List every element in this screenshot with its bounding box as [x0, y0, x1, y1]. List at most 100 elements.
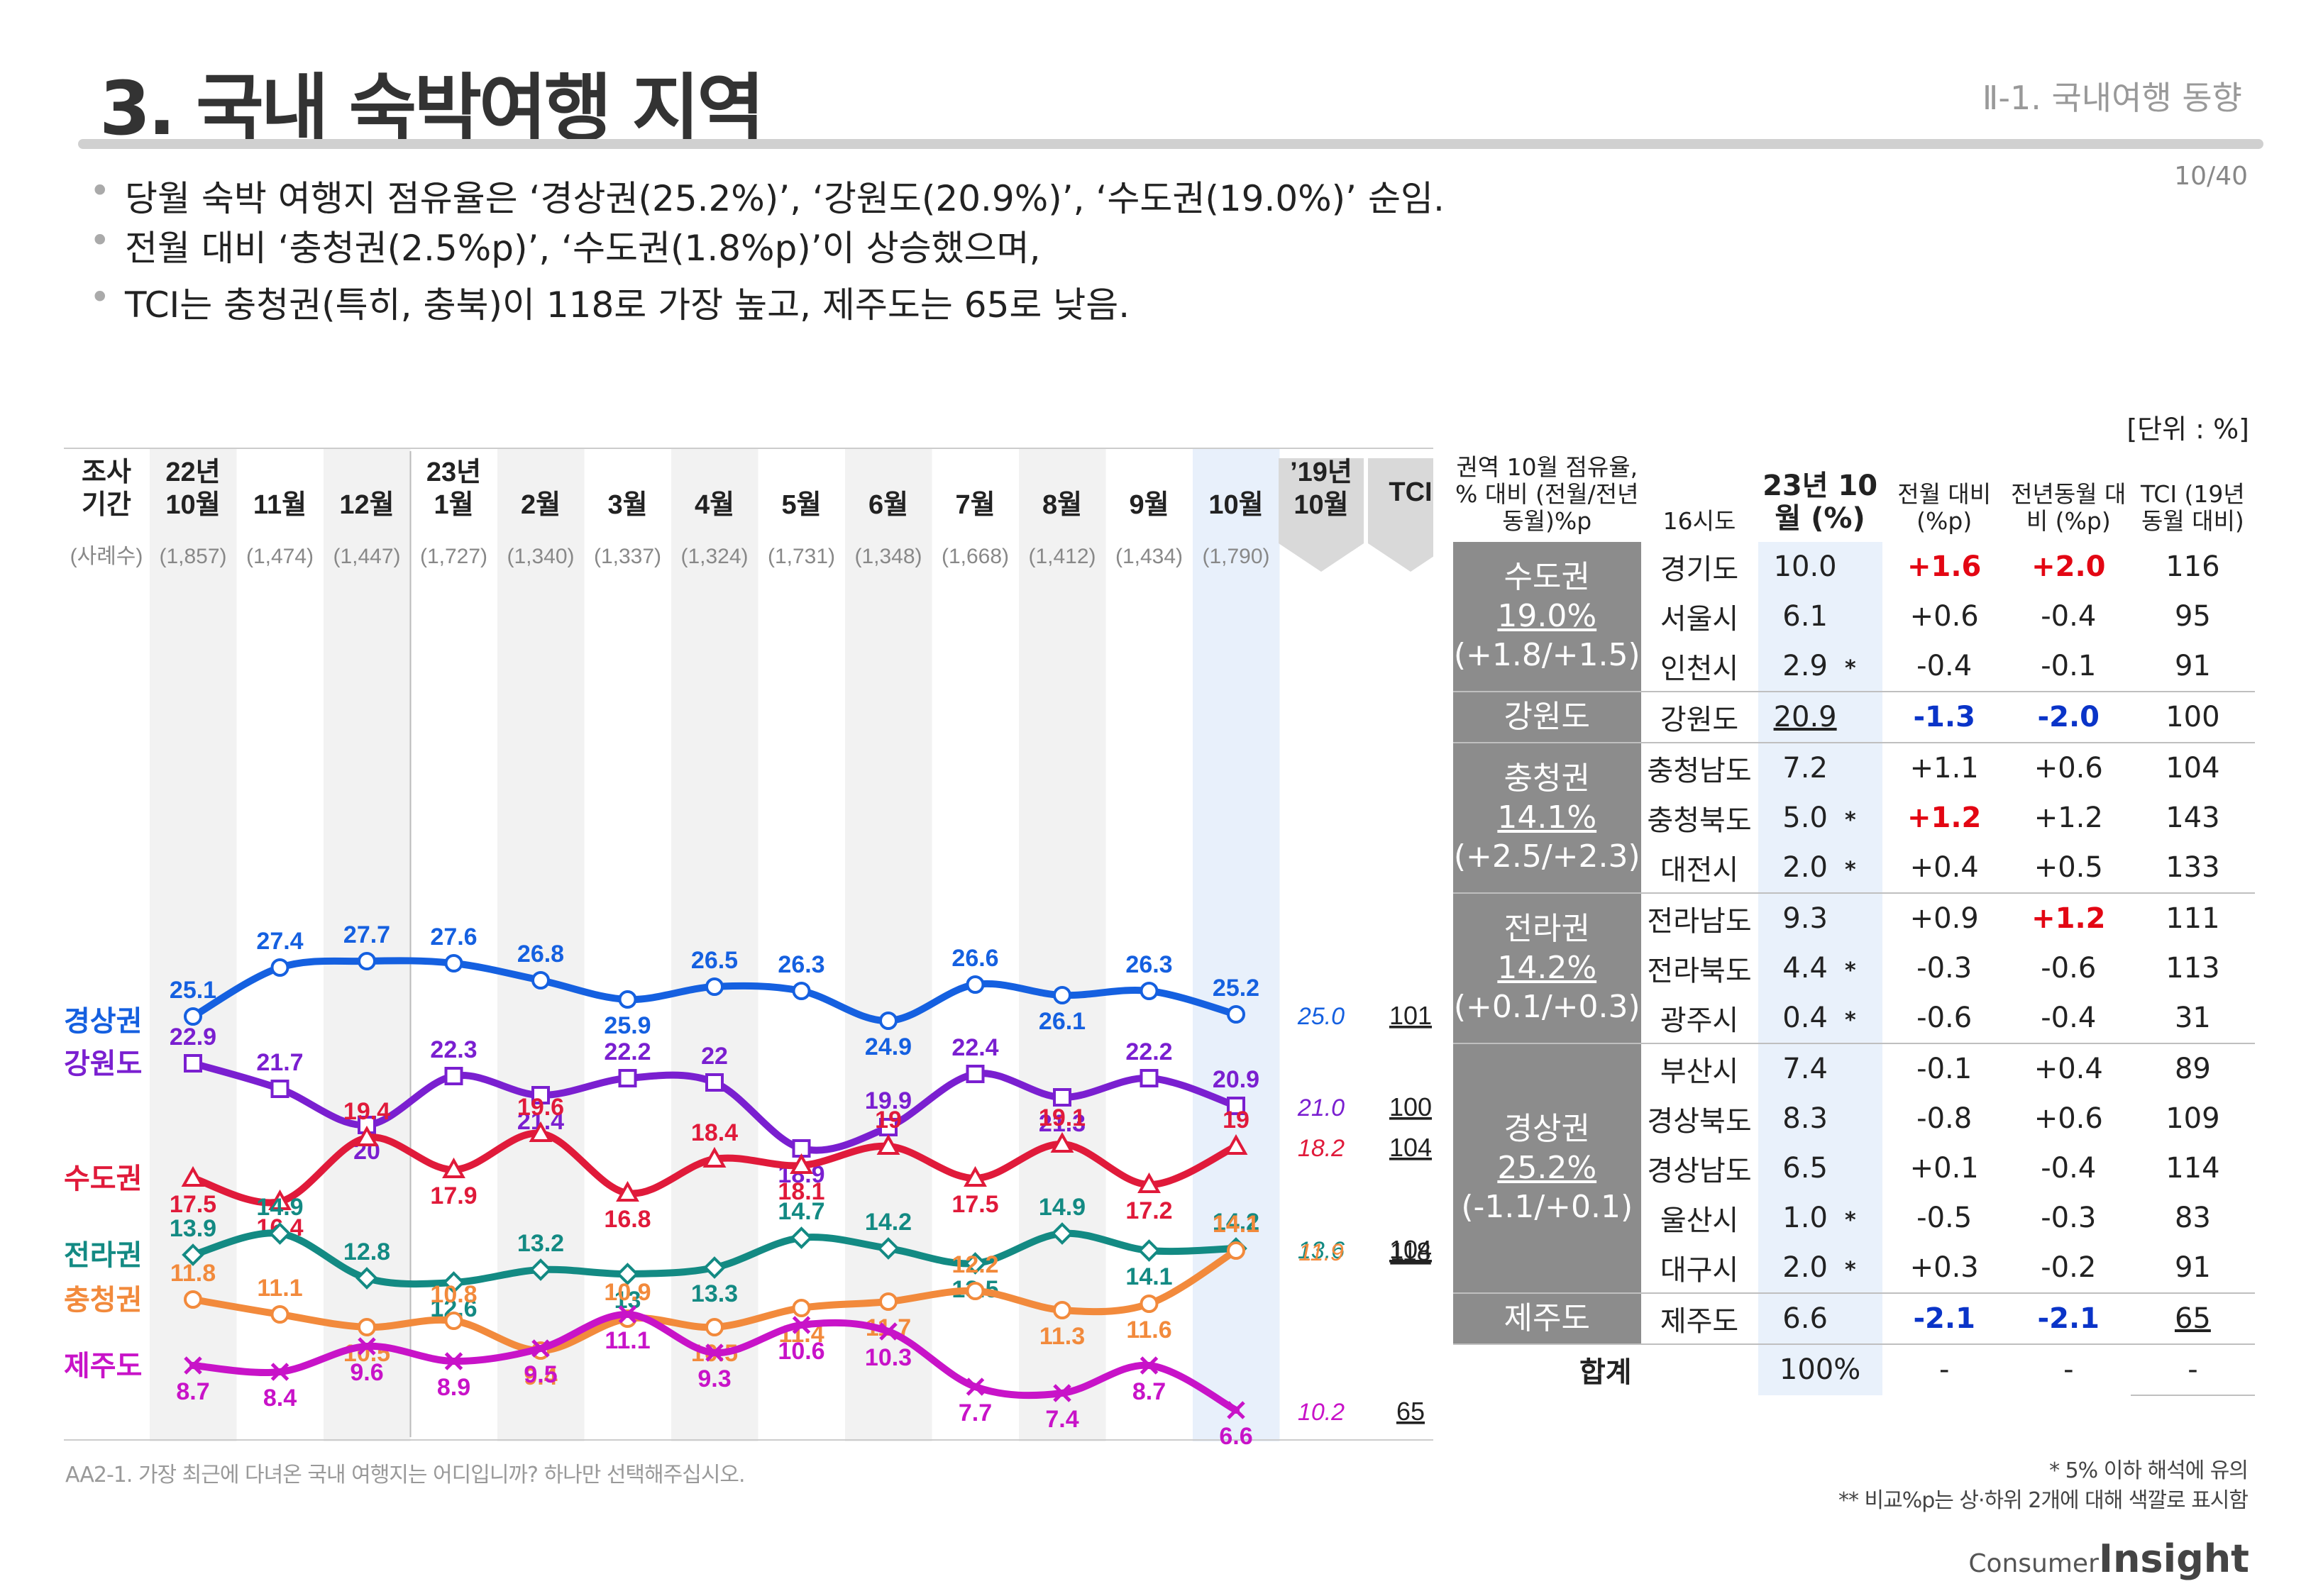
data-label: 22.9 — [170, 1024, 216, 1051]
yoy-cell-value: -2.0 — [2037, 700, 2100, 733]
sample-count: (1,668) — [942, 545, 1009, 568]
data-point — [184, 1356, 202, 1375]
bullet-3: TCI는 충청권(특히, 충북)이 118로 가장 높고, 제주도는 65로 낮… — [89, 277, 1130, 328]
sample-count: (1,474) — [246, 545, 314, 568]
yoy-cell: +1.2 — [2007, 793, 2131, 843]
region-table: 권역 10월 점유율, % 대비 (전월/전년동월)%p 16시도 23년 10… — [1453, 451, 2255, 1396]
section-label: Ⅱ-1. 국내여행 동향 — [1982, 79, 2242, 117]
prev-year-value: 18.2 — [1298, 1135, 1345, 1162]
mom-cell-value: -0.8 — [1916, 1102, 1973, 1135]
tci-cell: 91 — [2131, 1243, 2255, 1293]
tci-cell-value: 95 — [2174, 599, 2211, 633]
data-label: 22.2 — [1125, 1038, 1172, 1065]
title-divider — [78, 139, 2263, 149]
column-band — [150, 448, 237, 1441]
category-label: 10월 — [1208, 490, 1263, 520]
yoy-cell-value: +0.4 — [2034, 1052, 2103, 1085]
mom-cell-value: +1.2 — [1907, 801, 1982, 834]
data-point — [618, 1305, 637, 1324]
low-base-marker: * — [1845, 958, 1856, 983]
data-point — [444, 1312, 463, 1330]
region-delta: (+0.1/+0.3) — [1453, 989, 1640, 1026]
low-base-marker: * — [1845, 857, 1856, 882]
data-label: 9.4 — [524, 1363, 557, 1390]
share-cell-value: 7.4 — [1782, 1052, 1828, 1085]
mom-cell-value: +0.9 — [1909, 902, 1979, 935]
data-point — [1227, 1401, 1245, 1419]
tci-cell-value: 114 — [2166, 1151, 2220, 1185]
tci-cell-value: 113 — [2166, 951, 2220, 985]
mom-cell-value: -2.1 — [1913, 1302, 1975, 1335]
tci-cell: 113 — [2131, 943, 2255, 993]
share-cell-value: 10.0 — [1773, 550, 1837, 583]
region-share: 14.2% — [1497, 950, 1597, 987]
yoy-cell-value: +0.6 — [2034, 751, 2103, 785]
th-yoy: 전년동월 대비 (%p) — [2011, 480, 2126, 535]
yoy-cell-value: -0.4 — [2041, 599, 2097, 633]
data-label: 14.7 — [778, 1198, 824, 1225]
low-base-marker: * — [1845, 1207, 1856, 1233]
data-label: 26.6 — [951, 945, 998, 972]
city-cell: 서울시 — [1641, 592, 1758, 641]
region-cell: 전라권 14.2% (+0.1/+0.3) — [1453, 892, 1641, 1043]
data-label: 21.7 — [256, 1049, 303, 1076]
share-cell: 1.0 * — [1758, 1192, 1882, 1243]
category-label-year: 22년 — [165, 458, 220, 487]
sample-count: (1,731) — [768, 545, 835, 568]
data-point — [1053, 986, 1071, 1004]
region-name: 충청권 — [1504, 760, 1590, 797]
mom-cell: -0.5 — [1882, 1193, 2007, 1243]
share-cell: 20.9 — [1758, 690, 1882, 743]
mom-cell-value: -1.3 — [1913, 700, 1975, 733]
prev-year-header-box — [1279, 458, 1364, 572]
data-label: 19 — [875, 1107, 902, 1134]
mom-cell-value: -0.3 — [1916, 951, 1973, 985]
share-cell-value: 2.0 — [1782, 850, 1828, 884]
mom-cell: +0.4 — [1882, 843, 2007, 893]
data-point — [184, 1290, 202, 1309]
sample-count: (1,337) — [594, 545, 661, 568]
share-cell: 8.3 — [1758, 1093, 1882, 1143]
tci-label: TCI — [1389, 477, 1432, 507]
data-label: 17.5 — [170, 1191, 216, 1218]
share-cell: 9.3 — [1758, 892, 1882, 943]
bullet-2: 전월 대비 ‘충청권(2.5%p)’, ‘수도권(1.8%p)’이 상승했으며, — [89, 220, 1040, 271]
yoy-cell: +2.0 — [2007, 542, 2131, 592]
category-label: 9월 — [1129, 490, 1169, 520]
data-point — [181, 1165, 205, 1187]
yoy-cell-value: +0.5 — [2034, 850, 2103, 884]
data-point — [1227, 1097, 1245, 1115]
data-label: 25.9 — [604, 1012, 651, 1039]
city-cell: 제주도 — [1640, 1292, 1758, 1344]
data-point — [268, 1222, 292, 1245]
yoy-cell: +0.4 — [2006, 1042, 2131, 1094]
region-cell: 충청권 14.1% (+2.5/+2.3) — [1453, 741, 1641, 893]
city-cell-value: 부산시 — [1660, 1055, 1739, 1088]
data-label: 10.8 — [430, 1281, 477, 1308]
data-label: 19.1 — [1039, 1104, 1086, 1131]
prev-year-value: 21.0 — [1297, 1095, 1345, 1121]
share-cell: 5.0 * — [1758, 792, 1882, 843]
city-cell: 대구시 — [1641, 1243, 1758, 1293]
data-label: 18.1 — [778, 1178, 824, 1205]
data-point — [270, 1363, 289, 1381]
data-point — [1140, 982, 1159, 1000]
data-point — [358, 1337, 376, 1356]
table-row: 전라북도 4.4 * -0.3 -0.6 113 — [1453, 943, 2255, 993]
category-label: 10월 — [165, 490, 220, 520]
city-cell: 전라남도 — [1640, 892, 1758, 943]
yoy-cell-value: -0.4 — [2041, 1001, 2097, 1034]
data-label: 10.6 — [778, 1338, 824, 1365]
prev-year-value: 11.9 — [1298, 1239, 1344, 1266]
category-label: 5월 — [781, 490, 821, 520]
yoy-cell: -2.0 — [2006, 690, 2131, 743]
tci-cell-value: 83 — [2174, 1201, 2211, 1234]
city-cell-value: 강원도 — [1660, 703, 1739, 736]
sample-count: (1,434) — [1115, 545, 1183, 568]
city-cell-value: 광주시 — [1660, 1004, 1739, 1037]
category-label: 3월 — [607, 490, 647, 520]
data-label: 13.2 — [517, 1230, 564, 1257]
sample-label: (사례수) — [70, 545, 143, 568]
mom-cell: -0.3 — [1882, 943, 2007, 993]
